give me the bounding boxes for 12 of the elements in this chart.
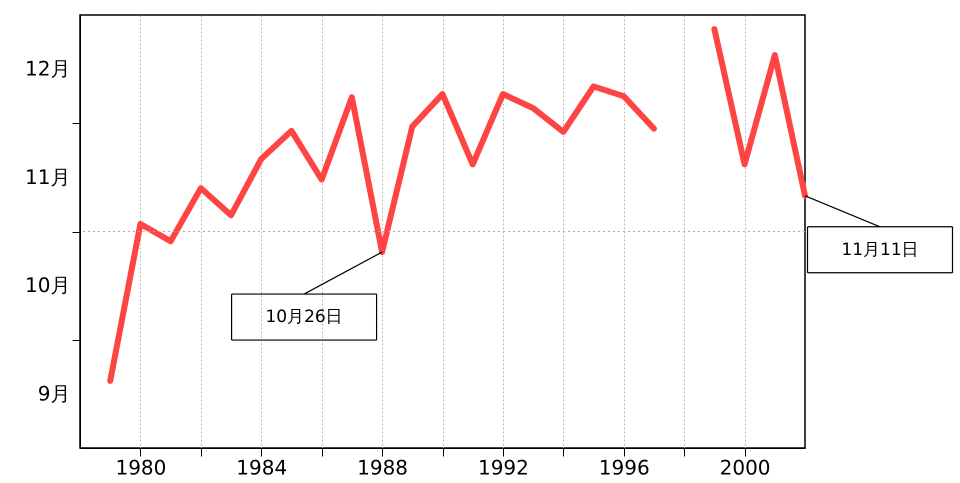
x-tick-label: 1984 bbox=[236, 456, 288, 480]
x-tick-label: 1988 bbox=[357, 456, 408, 480]
x-tick-label: 2000 bbox=[720, 456, 771, 480]
x-tick-label: 1980 bbox=[115, 456, 166, 480]
x-tick-label: 1996 bbox=[598, 456, 650, 480]
y-tick-label: 12月 bbox=[25, 56, 70, 81]
y-tick-label: 11月 bbox=[25, 164, 70, 189]
annotation: 11月11日 bbox=[841, 240, 919, 260]
y-tick-label: 10月 bbox=[25, 273, 70, 298]
annotation: 10月26日 bbox=[265, 307, 343, 328]
y-tick-label: 9月 bbox=[38, 381, 70, 406]
x-tick-label: 1992 bbox=[478, 456, 529, 480]
